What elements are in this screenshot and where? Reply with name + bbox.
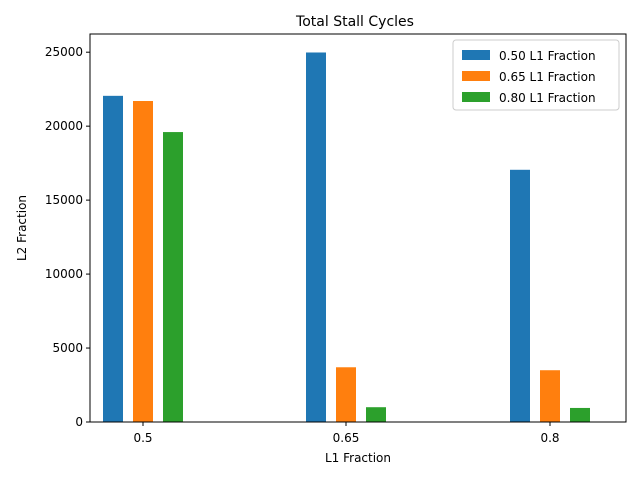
bar-series-2-category-3 xyxy=(540,370,560,422)
legend-swatch-3 xyxy=(462,92,490,102)
bar-series-2-category-2 xyxy=(336,367,356,422)
x-axis-label: L1 Fraction xyxy=(325,451,391,465)
x-tick-label: 0.65 xyxy=(333,431,360,445)
bar-series-3-category-2 xyxy=(366,407,386,422)
y-axis-label: L2 Fraction xyxy=(15,195,29,261)
chart-title: Total Stall Cycles xyxy=(295,14,414,30)
legend-box xyxy=(452,39,620,111)
legend: 0.50 L1 Fraction 0.65 L1 Fraction 0.80 L1 … xyxy=(452,39,620,111)
legend-label-1: 0.50 L1 Fraction xyxy=(499,49,596,63)
x-tick-label: 0.5 xyxy=(133,431,152,445)
y-tick-label: 5000 xyxy=(52,341,83,355)
legend-label-3: 0.80 L1 Fraction xyxy=(499,91,596,105)
bar-series-1-category-2 xyxy=(306,52,326,422)
y-tick-label: 10000 xyxy=(45,267,83,281)
y-tick-label: 15000 xyxy=(45,193,83,207)
y-tick-label: 20000 xyxy=(45,119,83,133)
legend-label-2: 0.65 L1 Fraction xyxy=(499,70,596,84)
legend-swatch-2 xyxy=(462,71,490,81)
bar-series-2-category-1 xyxy=(133,101,153,423)
y-tick-label: 0 xyxy=(75,415,83,429)
bar-series-3-category-1 xyxy=(163,132,183,422)
y-tick-label: 25000 xyxy=(45,45,83,59)
bar-series-1-category-3 xyxy=(510,169,530,422)
x-tick-label: 0.8 xyxy=(540,431,559,445)
plot-area-frame xyxy=(89,33,627,423)
legend-swatch-1 xyxy=(462,50,490,60)
bars-layer xyxy=(103,52,590,423)
bar-series-1-category-1 xyxy=(103,95,123,423)
bar-series-3-category-3 xyxy=(570,407,590,422)
x-axis: 0.5 0.65 0.8 xyxy=(133,422,560,445)
y-axis: 0 5000 10000 15000 20000 25000 xyxy=(45,45,90,429)
